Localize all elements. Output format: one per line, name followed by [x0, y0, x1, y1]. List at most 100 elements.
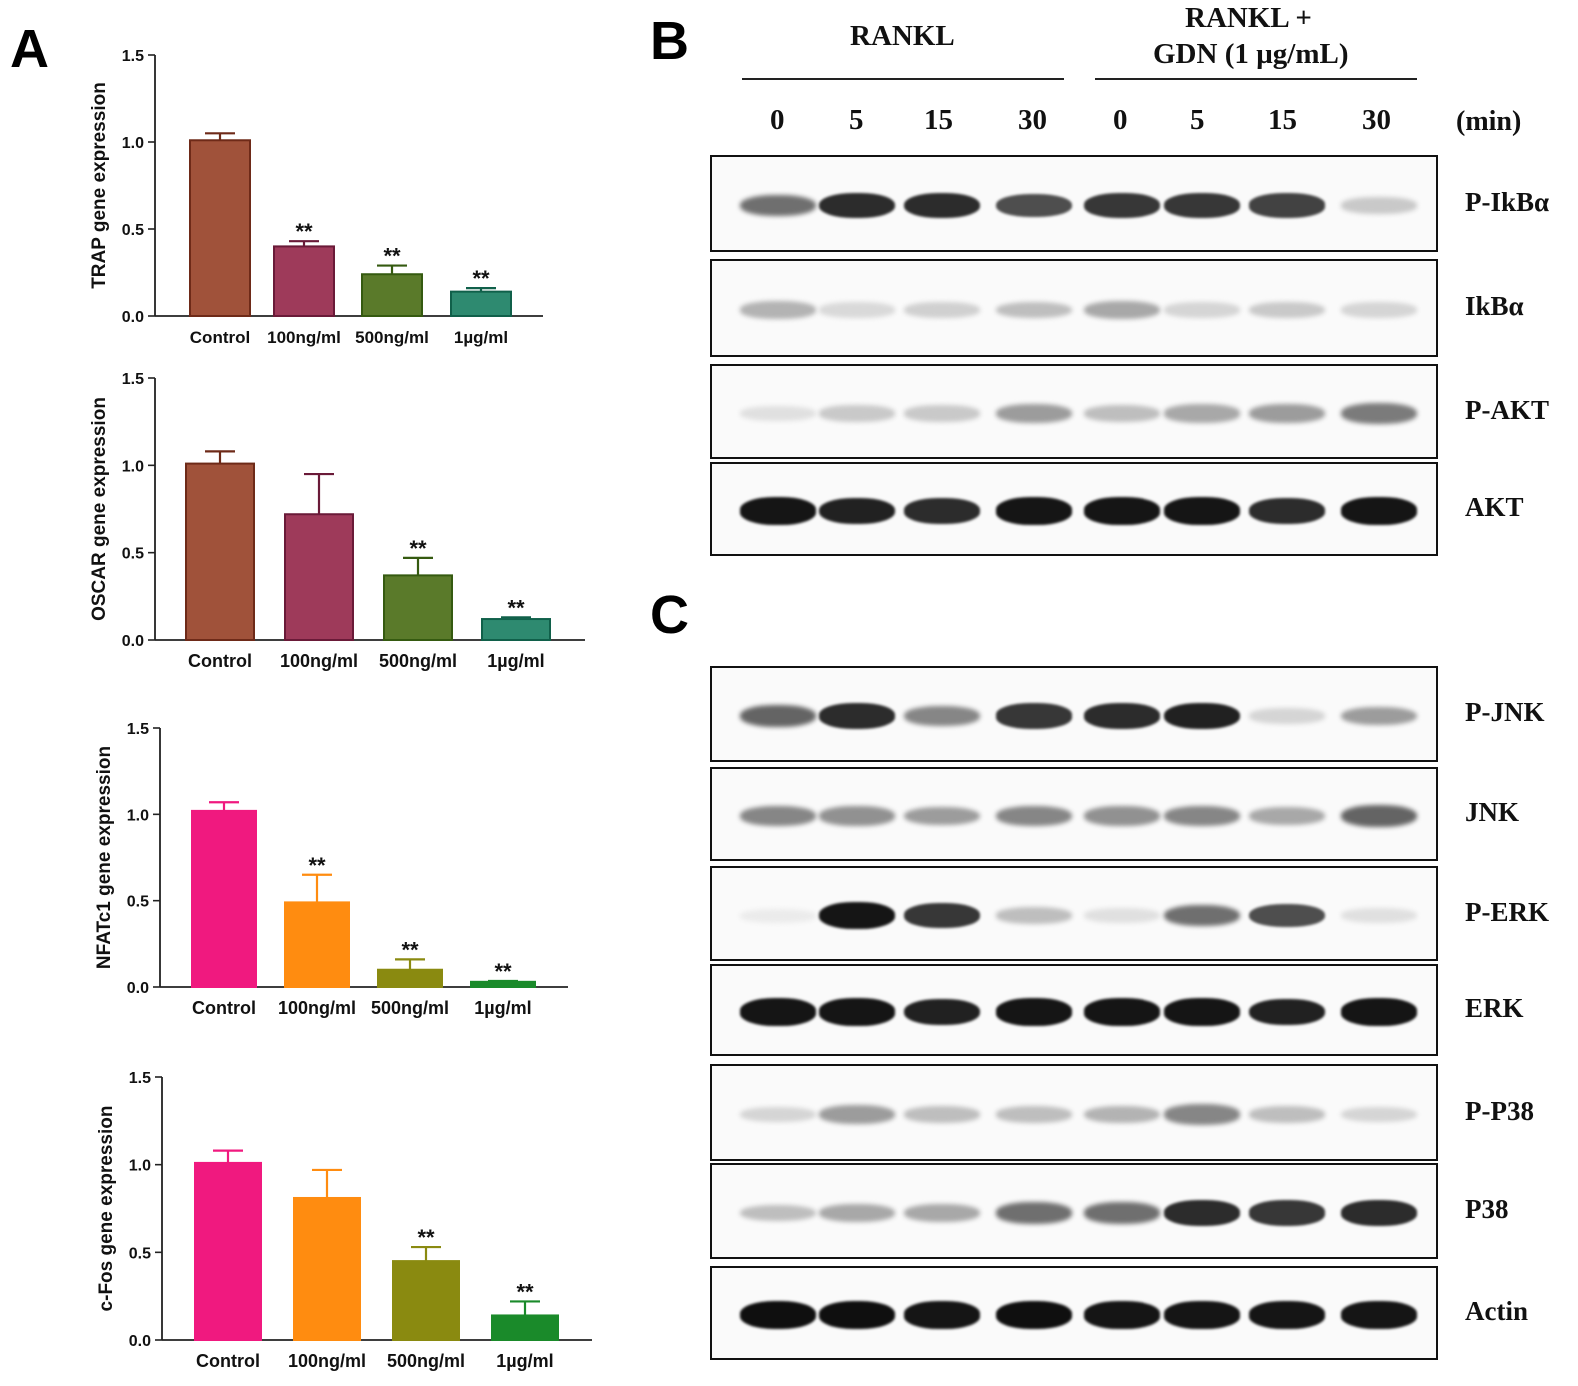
- significance-label: **: [401, 937, 419, 962]
- category-label: 100ng/ml: [267, 328, 341, 347]
- protein-band: [819, 1301, 895, 1329]
- panel-label-a: A: [10, 19, 49, 79]
- category-label: 500ng/ml: [355, 328, 429, 347]
- time-point-5: 5: [1190, 104, 1205, 136]
- bar: [491, 1314, 559, 1342]
- significance-label: **: [295, 219, 313, 244]
- category-label: Control: [196, 1351, 260, 1371]
- y-tick-label: 0.5: [127, 894, 149, 911]
- blot-row-label: P-AKT: [1465, 394, 1549, 425]
- blot-strip: [710, 866, 1438, 961]
- protein-band: [1249, 806, 1325, 826]
- protein-band: [740, 406, 816, 421]
- y-tick-label: 1.5: [122, 371, 144, 388]
- protein-band: [740, 1301, 816, 1329]
- protein-band: [1084, 497, 1160, 525]
- protein-band: [740, 1106, 816, 1123]
- blot-strip: [710, 155, 1438, 252]
- y-tick-label: 1.5: [129, 1070, 151, 1087]
- protein-band: [996, 1301, 1072, 1329]
- protein-band: [740, 908, 816, 923]
- category-label: 1µg/ml: [454, 328, 508, 347]
- blot-row-label: AKT: [1465, 492, 1524, 522]
- protein-band: [740, 704, 816, 728]
- protein-band: [1164, 805, 1240, 827]
- protein-band: [996, 1202, 1072, 1224]
- protein-band: [904, 1203, 980, 1223]
- y-tick-label: 1.0: [129, 1158, 151, 1175]
- protein-band: [819, 302, 895, 318]
- protein-band: [1249, 193, 1325, 218]
- protein-band: [904, 302, 980, 318]
- bar: [377, 968, 443, 989]
- protein-band: [1341, 998, 1417, 1026]
- protein-band: [819, 901, 895, 930]
- protein-band: [1341, 706, 1417, 726]
- blot-row-label: P-ERK: [1465, 896, 1549, 927]
- bar: [361, 273, 423, 317]
- group-label-rankl-gdn-line2: GDN (1 µg/mL): [1153, 38, 1349, 70]
- blot-row-label: P-IkBα: [1465, 186, 1550, 217]
- blot-strip: [710, 259, 1438, 357]
- protein-band: [904, 1301, 980, 1329]
- category-label: 1µg/ml: [496, 1351, 553, 1371]
- y-tick-label: 0.0: [127, 980, 149, 997]
- blot-row-label: P-P38: [1465, 1095, 1534, 1126]
- protein-band: [819, 998, 895, 1026]
- y-axis-label: TRAP gene expression: [89, 82, 110, 289]
- category-label: 500ng/ml: [371, 998, 449, 1018]
- bar: [273, 245, 335, 317]
- protein-band: [1164, 702, 1240, 730]
- protein-band: [996, 497, 1072, 525]
- protein-band: [819, 1203, 895, 1223]
- significance-label: **: [409, 536, 427, 561]
- significance-label: **: [417, 1225, 435, 1250]
- protein-band: [819, 806, 895, 826]
- y-tick-label: 0.5: [122, 222, 144, 239]
- chart-3: 0.0 0.5 1.0 1.5 c-Fos gene expression Control…: [96, 1070, 592, 1371]
- bar: [185, 462, 255, 641]
- category-label: Control: [192, 998, 256, 1018]
- protein-band: [1249, 1200, 1325, 1226]
- blot-strip: [710, 364, 1438, 459]
- y-tick-label: 1.5: [127, 721, 149, 738]
- protein-band: [996, 907, 1072, 924]
- time-point-5: 5: [849, 104, 864, 136]
- blot-row-label: Actin: [1465, 1296, 1528, 1326]
- category-label: 1µg/ml: [487, 651, 544, 671]
- protein-band: [904, 902, 980, 929]
- y-tick-label: 0.0: [122, 309, 144, 326]
- time-point-15: 15: [924, 104, 953, 136]
- significance-label: **: [383, 244, 401, 269]
- category-label: 500ng/ml: [379, 651, 457, 671]
- protein-band: [1164, 404, 1240, 423]
- protein-band: [1341, 908, 1417, 923]
- protein-band: [819, 1105, 895, 1124]
- protein-band: [904, 405, 980, 422]
- chart-0: 0.0 0.5 1.0 1.5 TRAP gene expression Control *…: [89, 48, 543, 347]
- significance-label: **: [472, 266, 490, 291]
- y-axis-label: OSCAR gene expression: [89, 397, 110, 621]
- protein-band: [1084, 806, 1160, 826]
- protein-band: [904, 192, 980, 219]
- protein-band: [1084, 192, 1160, 219]
- protein-band: [1341, 497, 1417, 525]
- category-label: 500ng/ml: [387, 1351, 465, 1371]
- category-label: 1µg/ml: [474, 998, 531, 1018]
- blot-strip: [710, 462, 1438, 556]
- protein-band: [1341, 1200, 1417, 1226]
- protein-band: [819, 192, 895, 219]
- bar: [383, 574, 453, 642]
- protein-band: [1164, 998, 1240, 1026]
- protein-band: [996, 193, 1072, 218]
- y-tick-label: 0.5: [122, 546, 144, 563]
- bar: [293, 1196, 361, 1341]
- protein-band: [1164, 1104, 1240, 1125]
- blot-row-label: P38: [1465, 1194, 1509, 1224]
- y-tick-label: 0.0: [129, 1333, 151, 1350]
- blot-row-label: ERK: [1465, 993, 1524, 1023]
- protein-band: [996, 301, 1072, 319]
- time-point-15: 15: [1268, 104, 1297, 136]
- protein-band: [1084, 405, 1160, 422]
